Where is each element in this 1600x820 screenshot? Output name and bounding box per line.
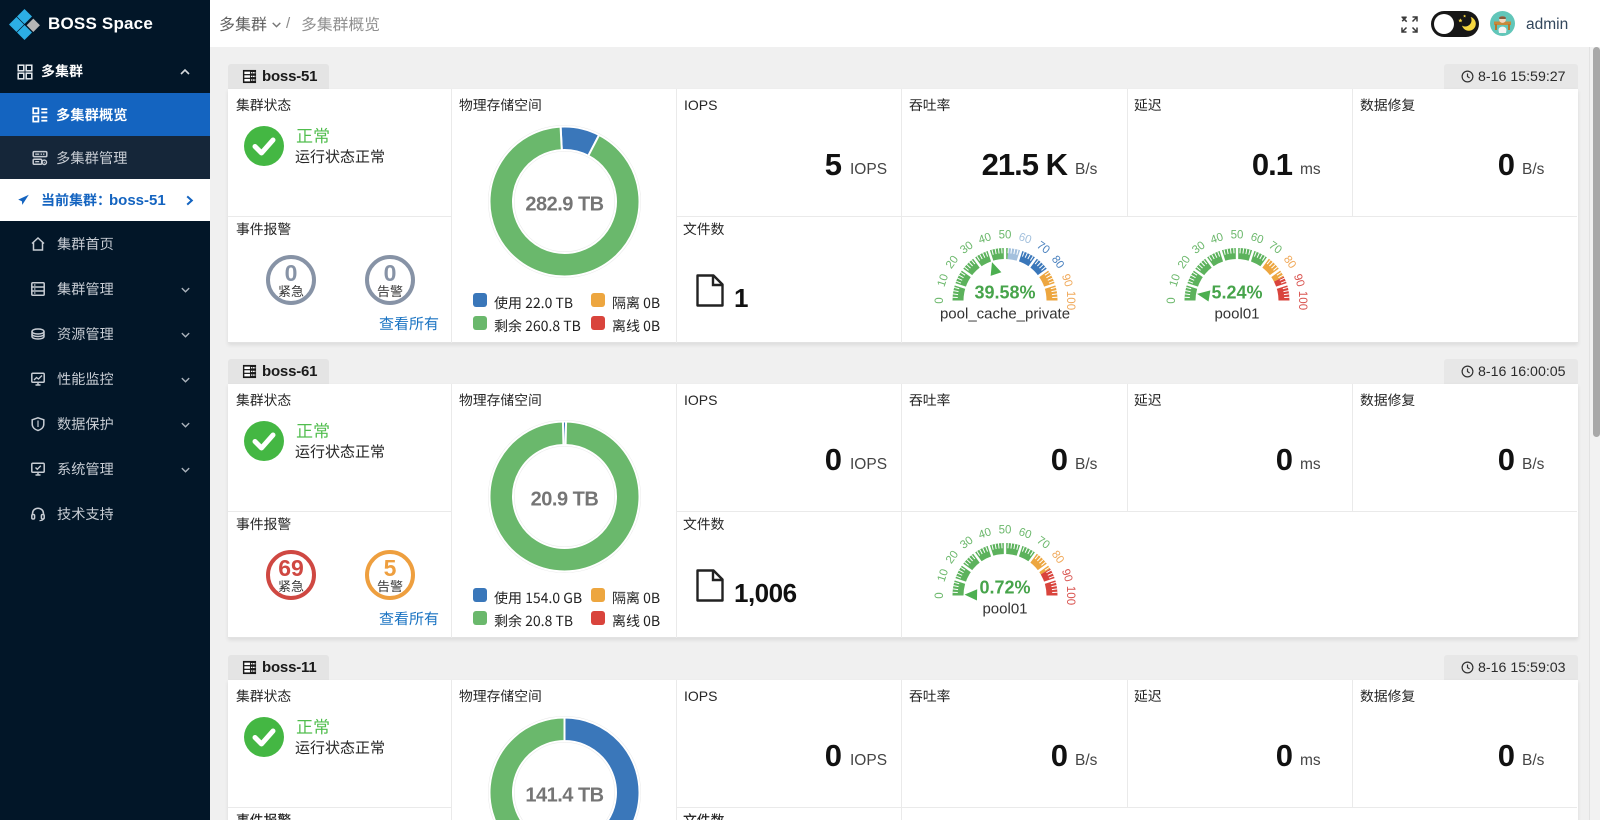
- svg-text:80: 80: [1049, 549, 1066, 566]
- svg-text:0.72%: 0.72%: [979, 578, 1030, 598]
- svg-text:pool_cache_private: pool_cache_private: [940, 306, 1070, 323]
- svg-text:100: 100: [1296, 291, 1308, 310]
- svg-text:10: 10: [936, 273, 951, 289]
- svg-text:0: 0: [1166, 297, 1178, 303]
- svg-text:141.4 TB: 141.4 TB: [525, 785, 603, 807]
- svg-text:40: 40: [1209, 231, 1225, 246]
- svg-text:100: 100: [1064, 586, 1076, 605]
- svg-text:20: 20: [944, 549, 961, 566]
- svg-text:100: 100: [1064, 291, 1076, 310]
- svg-text:50: 50: [999, 230, 1012, 242]
- svg-text:90: 90: [1291, 273, 1306, 289]
- svg-text:70: 70: [1034, 535, 1051, 552]
- svg-text:0: 0: [934, 297, 946, 303]
- svg-text:0: 0: [934, 592, 946, 598]
- svg-text:39.58%: 39.58%: [974, 283, 1035, 303]
- svg-text:60: 60: [1017, 526, 1033, 541]
- svg-text:60: 60: [1017, 231, 1033, 246]
- svg-text:30: 30: [958, 535, 975, 552]
- svg-text:90: 90: [1059, 273, 1074, 289]
- svg-text:pool01: pool01: [1214, 306, 1259, 323]
- svg-text:50: 50: [999, 525, 1012, 537]
- svg-text:40: 40: [977, 526, 993, 541]
- svg-text:20: 20: [944, 254, 961, 271]
- svg-text:70: 70: [1034, 240, 1051, 257]
- svg-text:282.9 TB: 282.9 TB: [525, 194, 603, 216]
- svg-text:70: 70: [1266, 240, 1283, 257]
- svg-text:10: 10: [936, 568, 951, 584]
- svg-text:5.24%: 5.24%: [1211, 283, 1262, 303]
- svg-text:10: 10: [1168, 273, 1183, 289]
- svg-text:30: 30: [958, 240, 975, 257]
- svg-text:40: 40: [977, 231, 993, 246]
- svg-text:20: 20: [1176, 254, 1193, 271]
- svg-text:80: 80: [1281, 254, 1298, 271]
- svg-text:80: 80: [1049, 254, 1066, 271]
- svg-text:60: 60: [1249, 231, 1265, 246]
- svg-text:30: 30: [1190, 240, 1207, 257]
- svg-text:20.9 TB: 20.9 TB: [531, 489, 599, 511]
- svg-text:pool01: pool01: [982, 601, 1027, 618]
- svg-text:90: 90: [1059, 568, 1074, 584]
- svg-text:50: 50: [1231, 230, 1244, 242]
